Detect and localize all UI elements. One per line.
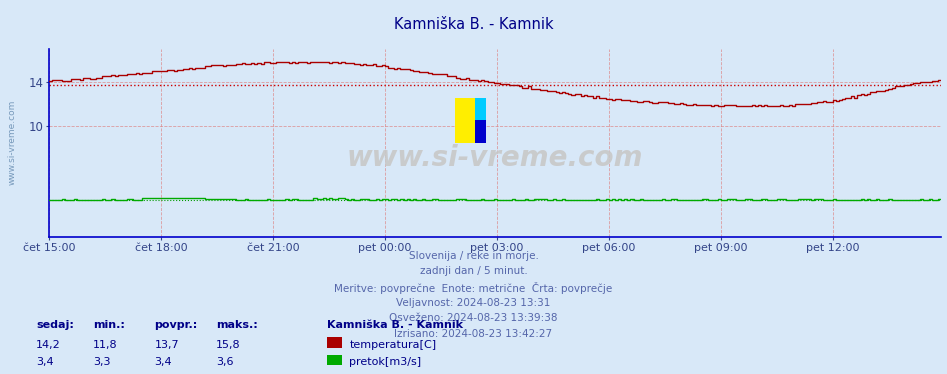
Bar <box>456 98 474 143</box>
Text: povpr.:: povpr.: <box>154 320 198 330</box>
Bar <box>474 120 487 143</box>
Text: zadnji dan / 5 minut.: zadnji dan / 5 minut. <box>420 266 527 276</box>
Text: min.:: min.: <box>93 320 125 330</box>
Text: 15,8: 15,8 <box>216 340 241 350</box>
Text: 11,8: 11,8 <box>93 340 117 350</box>
Text: sedaj:: sedaj: <box>36 320 74 330</box>
Text: Kamniška B. - Kamnik: Kamniška B. - Kamnik <box>394 17 553 32</box>
Text: Veljavnost: 2024-08-23 13:31: Veljavnost: 2024-08-23 13:31 <box>396 298 551 308</box>
Text: 3,3: 3,3 <box>93 357 110 367</box>
Text: 3,6: 3,6 <box>216 357 233 367</box>
Text: Izrisano: 2024-08-23 13:42:27: Izrisano: 2024-08-23 13:42:27 <box>395 329 552 339</box>
Text: 13,7: 13,7 <box>154 340 179 350</box>
Text: pretok[m3/s]: pretok[m3/s] <box>349 357 421 367</box>
Text: Kamniška B. - Kamnik: Kamniška B. - Kamnik <box>327 320 463 330</box>
Text: www.si-vreme.com: www.si-vreme.com <box>347 144 644 172</box>
Text: www.si-vreme.com: www.si-vreme.com <box>8 99 17 185</box>
Text: 14,2: 14,2 <box>36 340 61 350</box>
Text: 3,4: 3,4 <box>154 357 172 367</box>
Bar <box>474 98 487 120</box>
Text: Osveženo: 2024-08-23 13:39:38: Osveženo: 2024-08-23 13:39:38 <box>389 313 558 324</box>
Text: Meritve: povprečne  Enote: metrične  Črta: povprečje: Meritve: povprečne Enote: metrične Črta:… <box>334 282 613 294</box>
Text: Slovenija / reke in morje.: Slovenija / reke in morje. <box>408 251 539 261</box>
Text: temperatura[C]: temperatura[C] <box>349 340 437 350</box>
Text: maks.:: maks.: <box>216 320 258 330</box>
Text: 3,4: 3,4 <box>36 357 54 367</box>
